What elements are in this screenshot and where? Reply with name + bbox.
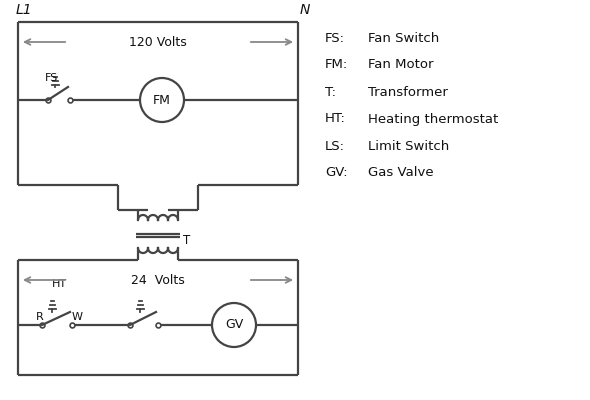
Text: R: R <box>36 312 44 322</box>
Text: GV: GV <box>225 318 243 332</box>
Text: LS: LS <box>139 279 153 289</box>
Text: 120 Volts: 120 Volts <box>129 36 187 48</box>
Text: FS:: FS: <box>325 32 345 44</box>
Text: HT: HT <box>51 279 67 289</box>
Text: GV:: GV: <box>325 166 348 180</box>
Text: L1: L1 <box>16 3 32 17</box>
Text: 24  Volts: 24 Volts <box>131 274 185 286</box>
Text: T: T <box>183 234 190 248</box>
Text: Heating thermostat: Heating thermostat <box>368 112 498 126</box>
Text: Transformer: Transformer <box>368 86 448 98</box>
Text: LS:: LS: <box>325 140 345 152</box>
Text: W: W <box>71 312 83 322</box>
Text: T:: T: <box>325 86 336 98</box>
Text: FM: FM <box>153 94 171 106</box>
Text: Fan Motor: Fan Motor <box>368 58 434 72</box>
Text: Limit Switch: Limit Switch <box>368 140 449 152</box>
Text: FS: FS <box>44 73 58 83</box>
Text: HT:: HT: <box>325 112 346 126</box>
Text: Fan Switch: Fan Switch <box>368 32 439 44</box>
Text: FM:: FM: <box>325 58 348 72</box>
Text: Gas Valve: Gas Valve <box>368 166 434 180</box>
Text: N: N <box>300 3 310 17</box>
